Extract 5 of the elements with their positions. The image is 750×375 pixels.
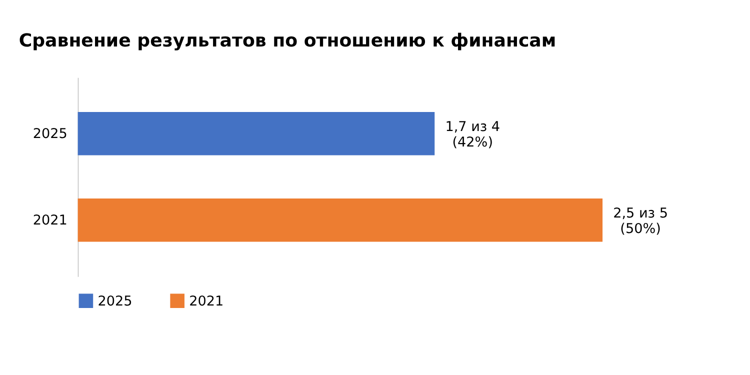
legend-label: 2021 (189, 293, 224, 310)
legend-label: 2025 (98, 293, 132, 310)
data-label: 1,7 из 4 (42%) (445, 118, 500, 150)
data-label: 2,5 из 5 (50%) (613, 205, 668, 237)
chart-title: Сравнение результатов по отношению к финансам (18, 30, 556, 52)
